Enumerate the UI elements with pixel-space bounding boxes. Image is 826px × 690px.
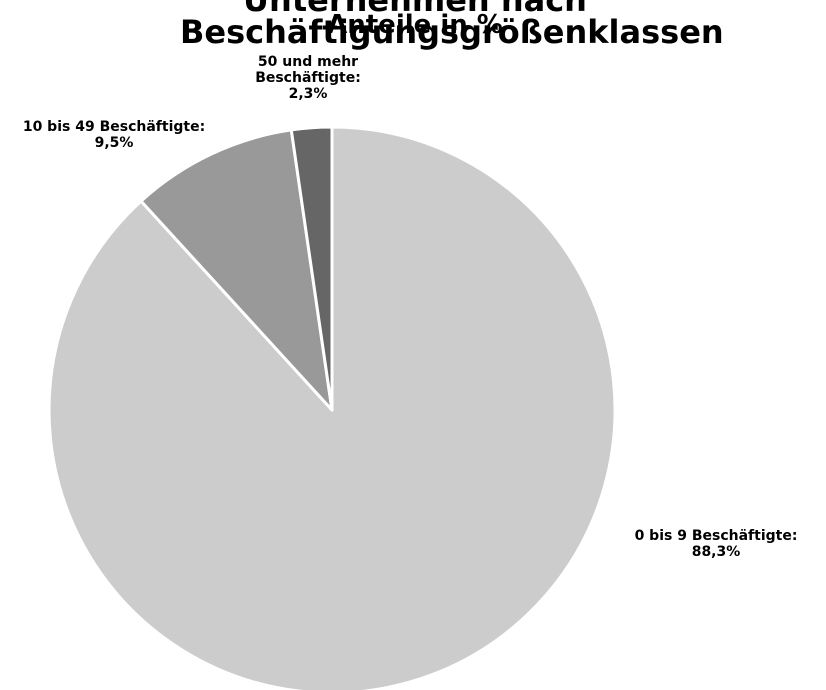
slice-label-line: 2,3% <box>289 86 328 102</box>
slice-label-line: 88,3% <box>692 544 741 560</box>
slice-label-line: 9,5% <box>95 135 134 151</box>
chart-subtitle: Anteile in % <box>327 10 503 40</box>
slice-label-line: 0 bis 9 Beschäftigte: <box>635 528 798 544</box>
slice-label-line: Beschäftigte: <box>255 70 361 86</box>
pie-labels: 0 bis 9 Beschäftigte:88,3% 10 bis 49 Besc… <box>23 54 798 560</box>
pie-slice <box>289 125 334 412</box>
pie-slices <box>47 125 617 690</box>
pie-slice <box>47 125 617 690</box>
slice-label: 0 bis 9 Beschäftigte:88,3% <box>635 528 798 560</box>
pie-slice <box>139 128 334 412</box>
chart-title: Unternehmen nach Beschäftigungsgrößenkla… <box>180 0 724 51</box>
slice-label-line: 10 bis 49 Beschäftigte: <box>23 119 205 135</box>
slice-label-line: 50 und mehr <box>258 54 358 70</box>
slice-label: 10 bis 49 Beschäftigte:9,5% <box>23 119 205 151</box>
